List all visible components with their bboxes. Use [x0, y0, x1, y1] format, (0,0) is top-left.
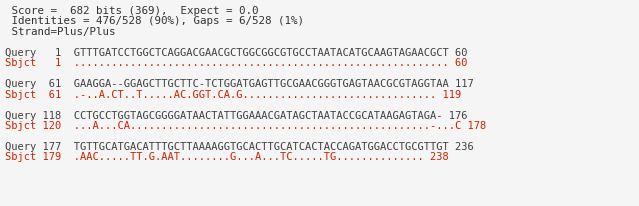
Text: Query   1  GTTTGATCCTGGCTCAGGACGAACGCTGGCGGCGTGCCTAATACATGCAAGTAGAACGCT 60: Query 1 GTTTGATCCTGGCTCAGGACGAACGCTGGCGG… — [5, 47, 468, 57]
Text: Score =  682 bits (369),  Expect = 0.0: Score = 682 bits (369), Expect = 0.0 — [5, 6, 259, 15]
Text: Sbjct 179  .AAC.....TT.G.AAT........G...A...TC.....TG.............. 238: Sbjct 179 .AAC.....TT.G.AAT........G...A… — [5, 152, 449, 162]
Text: Sbjct 120  ...A...CA................................................-...C 178: Sbjct 120 ...A...CA.....................… — [5, 121, 486, 130]
Text: Sbjct  61  .-..A.CT..T.....AC.GGT.CA.G............................... 119: Sbjct 61 .-..A.CT..T.....AC.GGT.CA.G....… — [5, 89, 461, 99]
Text: Strand=Plus/Plus: Strand=Plus/Plus — [5, 26, 116, 36]
Text: Query 177  TGTTGCATGACATTTGCTTAAAAGGTGCACTTGCATCACTACCAGATGGACCTGCGTTGT 236: Query 177 TGTTGCATGACATTTGCTTAAAAGGTGCAC… — [5, 141, 474, 151]
Text: Sbjct   1  ............................................................ 60: Sbjct 1 ................................… — [5, 58, 468, 68]
Text: Identities = 476/528 (90%), Gaps = 6/528 (1%): Identities = 476/528 (90%), Gaps = 6/528… — [5, 16, 304, 26]
Text: Query 118  CCTGCCTGGTAGCGGGGATAACTATTGGAAACGATAGCTAATACCGCATAAGAGTAGA- 176: Query 118 CCTGCCTGGTAGCGGGGATAACTATTGGAA… — [5, 110, 468, 120]
Text: Query  61  GAAGGA--GGAGCTTGCTTC-TCTGGATGAGTTGCGAACGGGTGAGTAACGCGTAGGTAA 117: Query 61 GAAGGA--GGAGCTTGCTTC-TCTGGATGAG… — [5, 79, 474, 89]
